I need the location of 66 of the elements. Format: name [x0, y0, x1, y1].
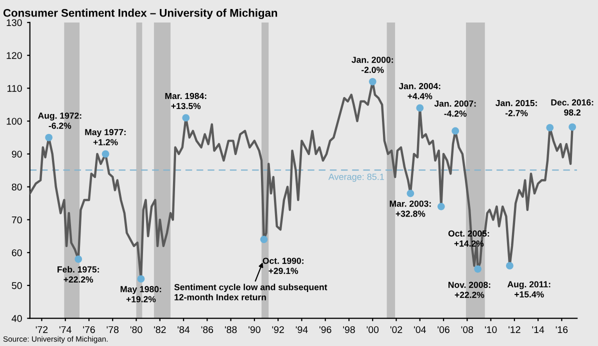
x-tick-label: '08: [461, 326, 474, 334]
x-tick-label: '94: [296, 326, 308, 334]
x-tick-label: '14: [532, 326, 544, 334]
annotation: Aug. 2011: +15.4%: [507, 281, 550, 298]
x-tick-label: '04: [414, 326, 426, 334]
annotation: Dec. 2016: 98.2: [551, 99, 594, 116]
x-tick-label: '16: [556, 326, 568, 334]
annotation: May 1977: +1.2%: [85, 129, 126, 146]
annotation: Jan. 2007: -4.2%: [434, 100, 476, 117]
annotation: Sentiment cycle low and subsequent 12-month Index return: [174, 284, 328, 300]
x-tick-label: '00: [366, 326, 379, 334]
point: [182, 114, 190, 122]
annotation: Jan. 2004: +4.4%: [398, 83, 440, 100]
point: [416, 104, 424, 112]
annotation: Mar. 1984: +13.5%: [165, 92, 206, 110]
x-tick-label: '88: [224, 326, 237, 334]
point: [546, 124, 554, 132]
x-tick-label: '78: [106, 326, 119, 334]
x-tick-label: '84: [178, 326, 190, 334]
annotation: Jan. 2015: -2.7%: [496, 100, 537, 116]
y-tick-label: 120: [6, 52, 22, 59]
annotation: May 1980: +19.2%: [120, 286, 162, 302]
x-tick-label: '98: [343, 326, 355, 334]
y-tick-label: 100: [6, 118, 22, 125]
point: [452, 127, 460, 135]
annotation: Oct. 2005: +14.2%: [448, 230, 490, 247]
annotation: Jan. 2000: -2.0%: [352, 56, 393, 73]
point: [368, 78, 376, 86]
x-tick-label: '82: [154, 326, 166, 334]
x-tick-label: '06: [438, 326, 450, 334]
x-tick-label: '02: [390, 326, 402, 334]
annotation: Oct. 1990: +29.1%: [262, 258, 304, 274]
y-tick-label: 60: [12, 249, 22, 256]
point: [506, 262, 514, 270]
point: [45, 134, 52, 142]
annotation: Mar. 2003: +32.8%: [390, 200, 431, 217]
y-tick-label: 70: [12, 216, 22, 224]
y-tick-label: 90: [12, 150, 22, 158]
annotation: Nov. 2008: +22.2%: [448, 282, 490, 298]
point: [437, 202, 445, 210]
x-tick-label: '86: [201, 326, 214, 334]
y-tick-label: 50: [12, 282, 22, 290]
y-tick-label: 80: [12, 184, 22, 190]
x-tick-label: '96: [320, 326, 332, 334]
y-tick-label: 130: [6, 19, 22, 26]
x-tick-label: '92: [272, 326, 284, 334]
point: [137, 275, 145, 283]
point: [406, 190, 414, 198]
x-tick-label: '72: [36, 326, 48, 334]
annotation: Aug. 1972: -6.2%: [38, 112, 82, 129]
point: [260, 236, 268, 244]
y-tick-label: 40: [12, 315, 22, 322]
chart-title: Consumer Sentiment Index – University of Michigan: [3, 8, 278, 20]
point: [74, 255, 82, 263]
annotation: Feb. 1975: +22.2%: [58, 266, 99, 283]
x-tick-label: '10: [484, 326, 497, 334]
x-tick-label: '74: [60, 326, 72, 334]
point: [568, 123, 576, 131]
point: [474, 265, 482, 273]
x-tick-label: '80: [130, 326, 142, 334]
y-tick-label: 110: [8, 84, 22, 92]
x-tick-label: '90: [248, 326, 260, 334]
x-tick-label: '12: [508, 326, 520, 334]
x-tick-label: '76: [83, 326, 95, 334]
point: [102, 150, 110, 158]
ref-line-label: Average: 85.1: [328, 174, 384, 182]
